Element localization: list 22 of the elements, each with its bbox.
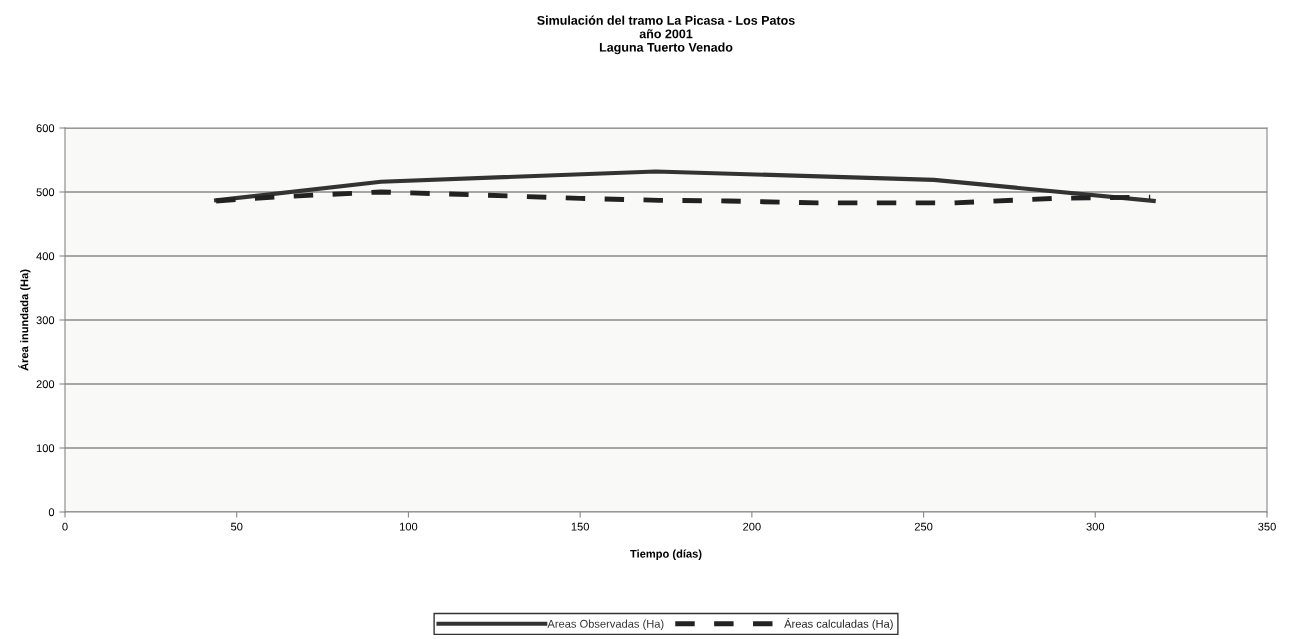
x-axis-title: Tiempo (días) [630,549,702,560]
line-series [213,189,1153,206]
y-tick-label: 0 [48,508,55,517]
x-tick-label: 250 [914,522,933,531]
y-tick-label: 200 [36,380,55,389]
x-tick-label: 0 [62,522,68,531]
line-series [214,169,1156,204]
y-axis-title: Área inundada (Ha) [18,269,31,371]
x-tick-label: 50 [230,522,243,531]
chart-title: Simulación del tramo La Picasa - Los Patos año 2001 Laguna Tuerto Venado [537,15,795,55]
y-tick-label: 600 [36,124,55,133]
y-tick-label: 300 [36,316,55,325]
y-tick-label: 500 [36,188,55,197]
x-tick-label: 150 [571,522,589,531]
y-tick-label: 100 [36,444,55,453]
x-tick-label: 300 [1086,522,1105,531]
x-tick-label: 100 [400,522,418,531]
text: Áreas calculadas (Ha) [784,617,893,630]
x-tick-label: 350 [1258,522,1276,531]
y-tick-label: 400 [36,252,55,261]
x-tick-label: 200 [743,522,761,531]
text: Areas Observadas (Ha) [547,619,664,630]
